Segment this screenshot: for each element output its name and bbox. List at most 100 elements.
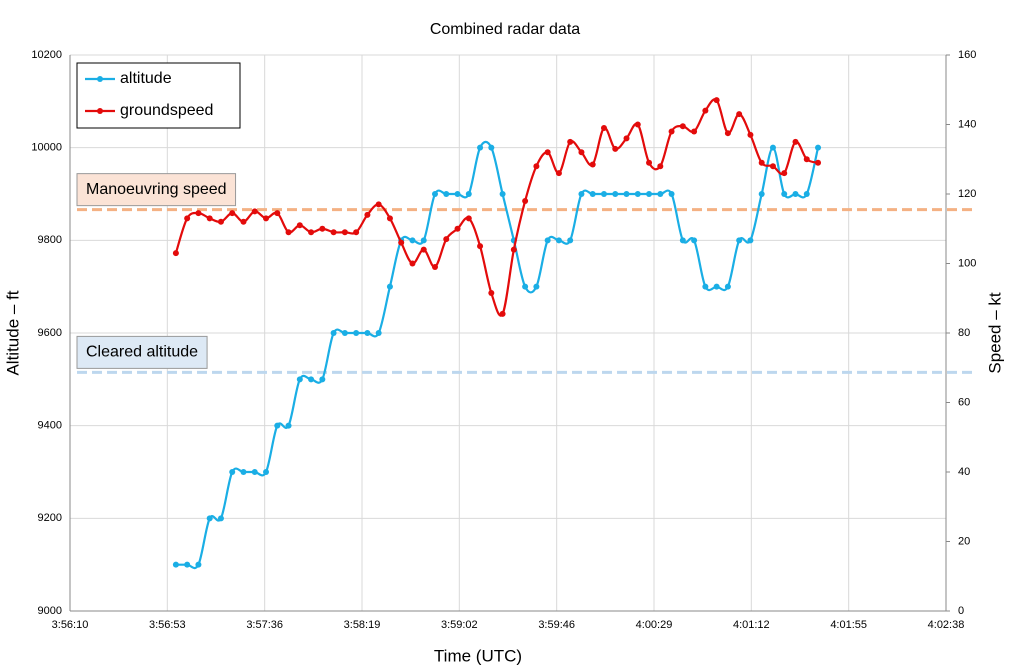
point xyxy=(319,225,326,232)
legend-label: groundspeed xyxy=(120,102,213,119)
point xyxy=(736,111,743,118)
point xyxy=(454,191,461,197)
point xyxy=(702,107,709,114)
point xyxy=(251,208,258,215)
reference-box xyxy=(76,173,237,207)
point xyxy=(217,218,224,225)
point xyxy=(803,156,810,163)
point xyxy=(555,170,562,177)
point xyxy=(522,197,529,204)
y2-tick-label: 60 xyxy=(958,396,970,408)
point xyxy=(172,561,179,568)
point xyxy=(274,210,281,217)
point xyxy=(781,170,788,177)
point xyxy=(600,191,607,197)
point xyxy=(206,215,213,222)
point xyxy=(308,229,315,236)
point xyxy=(758,159,765,166)
y2-tick-label: 20 xyxy=(958,535,970,547)
y-tick-label: 9200 xyxy=(38,512,62,524)
x-axis-label: Time (UTC) xyxy=(434,646,522,665)
point xyxy=(364,330,371,336)
point xyxy=(589,161,596,168)
point xyxy=(544,149,551,156)
point xyxy=(465,191,472,197)
x-tick-label: 4:01:55 xyxy=(830,619,867,631)
point xyxy=(285,229,292,236)
point xyxy=(184,215,191,222)
legend-label: altitude xyxy=(120,70,172,87)
point xyxy=(477,243,484,250)
point xyxy=(679,123,686,130)
point xyxy=(296,222,303,229)
point xyxy=(330,229,337,236)
point xyxy=(296,376,303,383)
x-tick-label: 4:01:12 xyxy=(733,619,770,631)
point xyxy=(465,215,472,222)
y-tick-label: 10200 xyxy=(31,49,62,61)
point xyxy=(364,211,371,218)
point xyxy=(679,237,686,244)
y-tick-label: 9800 xyxy=(38,234,62,246)
point xyxy=(769,144,776,151)
point xyxy=(702,283,709,290)
point xyxy=(375,330,382,336)
point xyxy=(758,191,765,197)
point xyxy=(432,191,438,197)
point xyxy=(409,237,416,244)
point xyxy=(499,310,506,317)
point xyxy=(657,191,664,197)
point xyxy=(533,163,540,170)
point xyxy=(544,237,551,244)
point xyxy=(195,210,202,217)
x-tick-label: 3:56:53 xyxy=(149,619,186,631)
y2-axis-label: Speed – kt xyxy=(985,292,1004,374)
y-tick-label: 9400 xyxy=(38,420,62,432)
x-tick-label: 3:58:19 xyxy=(344,619,381,631)
point xyxy=(432,263,438,270)
point xyxy=(646,191,653,197)
point xyxy=(184,561,191,568)
point xyxy=(454,225,461,232)
y-tick-label: 9600 xyxy=(38,327,62,339)
y-tick-label: 9000 xyxy=(38,605,62,617)
point xyxy=(691,237,698,244)
point xyxy=(589,191,596,197)
point xyxy=(240,469,247,475)
legend-marker xyxy=(97,76,103,82)
point xyxy=(172,250,179,257)
point xyxy=(578,191,585,197)
point xyxy=(713,283,720,290)
legend-box xyxy=(76,62,241,129)
y2-tick-label: 0 xyxy=(958,605,964,617)
point xyxy=(713,97,720,104)
reference-box xyxy=(76,335,208,369)
point xyxy=(420,246,427,253)
y-axis-label: Altitude – ft xyxy=(3,290,22,375)
reference-label: Manoeuvring speed xyxy=(86,181,227,198)
point xyxy=(612,145,619,152)
point xyxy=(634,121,641,128)
point xyxy=(747,131,754,138)
point xyxy=(341,229,348,236)
chart-title: Combined radar data xyxy=(430,21,580,38)
point xyxy=(792,138,799,145)
point xyxy=(263,469,270,475)
x-tick-label: 3:59:46 xyxy=(538,619,575,631)
y2-tick-label: 80 xyxy=(958,327,970,339)
point xyxy=(499,191,506,197)
point xyxy=(409,260,416,267)
y2-tick-label: 100 xyxy=(958,257,976,269)
point xyxy=(612,191,619,197)
legend-marker xyxy=(97,108,103,114)
point xyxy=(488,144,495,151)
point xyxy=(600,124,607,131)
point xyxy=(263,215,270,222)
y2-tick-label: 40 xyxy=(958,466,970,478)
point xyxy=(815,144,822,151)
point xyxy=(206,515,213,522)
y-tick-label: 10000 xyxy=(31,142,62,154)
point xyxy=(668,191,675,197)
point xyxy=(623,191,630,197)
point xyxy=(747,237,754,244)
